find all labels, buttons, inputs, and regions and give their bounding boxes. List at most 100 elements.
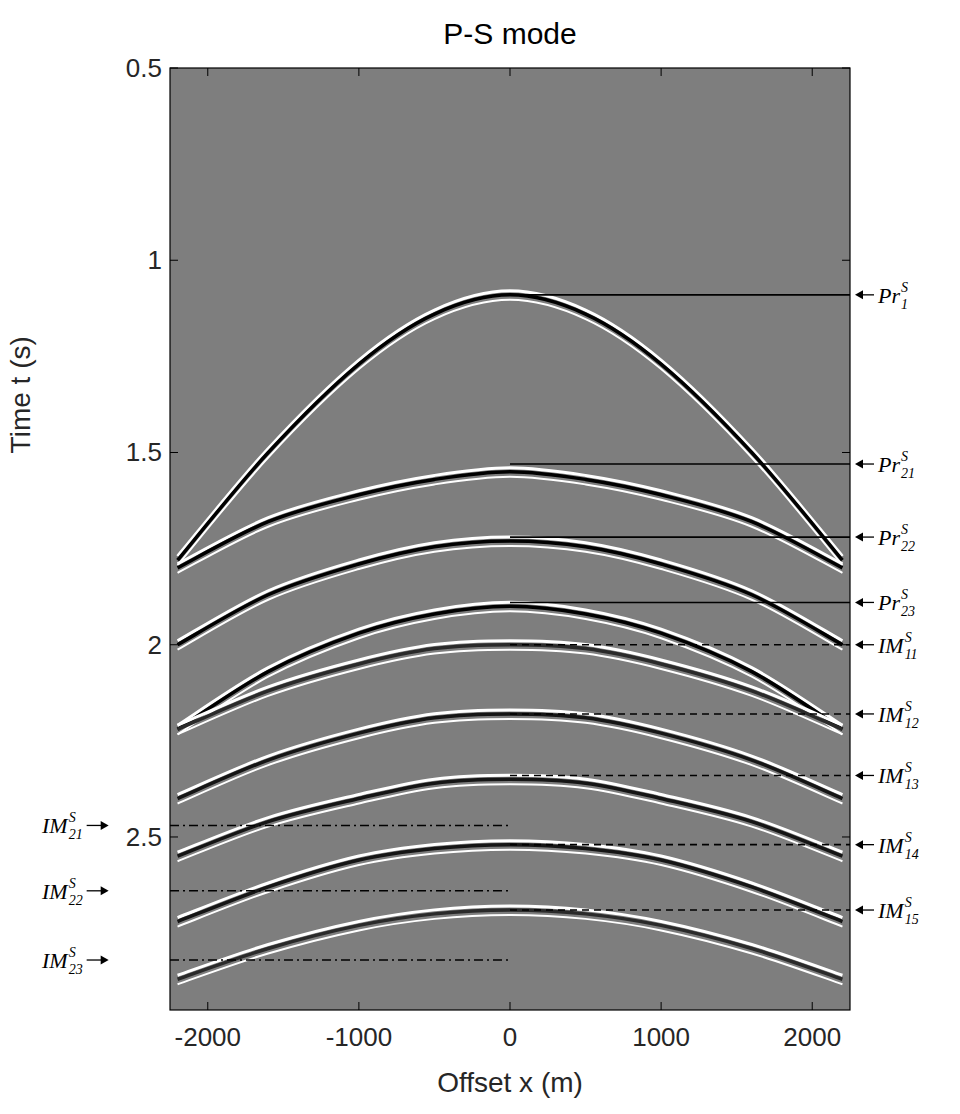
reference-line <box>510 602 850 604</box>
y-tick-label: 2 <box>148 630 162 660</box>
annotation-arrow-head <box>855 533 863 542</box>
chart-title: P-S mode <box>443 17 576 50</box>
annotation-arrow-head <box>855 906 863 915</box>
annotation-label: IM <box>41 879 69 904</box>
reference-line <box>510 536 850 538</box>
annotation-sub: 1 <box>901 297 908 312</box>
annotation-label: Pr <box>877 590 900 615</box>
y-tick <box>170 644 178 645</box>
event-wavelet-lobe <box>178 477 843 573</box>
event-wavelet-lobe <box>178 468 843 564</box>
annotation-label: Pr <box>877 452 900 477</box>
annotation-sup: S <box>901 522 908 537</box>
reference-line <box>170 890 510 892</box>
event <box>178 295 843 560</box>
y-tick <box>170 836 178 837</box>
annotation-sub: 13 <box>905 777 919 792</box>
x-tick-label: -2000 <box>175 1022 242 1052</box>
x-tick <box>510 1002 511 1010</box>
annotation-label: IM <box>877 833 905 858</box>
annotation-arrow-head <box>855 598 863 607</box>
event <box>178 910 843 979</box>
reference-line <box>510 644 850 646</box>
annotation-sup: S <box>905 699 912 714</box>
annotation-sup: S <box>69 945 76 960</box>
event-wavelet-lobe <box>178 611 843 734</box>
y-tick <box>842 644 850 645</box>
annotation-arrow <box>87 959 103 960</box>
annotation-label: IM <box>41 948 69 973</box>
event-wavelet-lobe <box>178 602 843 725</box>
reference-line <box>170 825 510 827</box>
y-tick <box>170 260 178 261</box>
event-wavelet-lobe <box>178 906 843 975</box>
annotation-label: IM <box>877 702 905 727</box>
annotation-sub: 23 <box>901 604 915 619</box>
annotation-label: IM <box>41 813 69 838</box>
annotation-sup: S <box>905 630 912 645</box>
x-axis-title: Offset x (m) <box>437 1067 583 1098</box>
annotation-sup: S <box>905 830 912 845</box>
annotation-sub: 14 <box>905 847 919 862</box>
event <box>178 541 843 645</box>
x-tick <box>358 1002 359 1010</box>
reference-line <box>510 775 850 777</box>
x-tick-label: -1000 <box>326 1022 393 1052</box>
annotation-sup: S <box>905 760 912 775</box>
annotation-arrow-head <box>855 840 863 849</box>
annotation-arrow-head <box>855 290 863 299</box>
annotation-label: Pr <box>877 525 900 550</box>
x-tick <box>207 1002 208 1010</box>
y-tick <box>842 68 850 69</box>
annotation-sub: 22 <box>901 539 915 554</box>
annotation-sup: S <box>905 895 912 910</box>
annotation-arrow-head <box>101 956 109 965</box>
annotation-sub: 11 <box>905 647 918 662</box>
event-wavelet-lobe <box>178 546 843 650</box>
event-wavelet-lobe <box>178 291 843 556</box>
x-tick <box>661 1002 662 1010</box>
annotation-arrow-head <box>101 886 109 895</box>
y-tick <box>842 260 850 261</box>
annotation-sup: S <box>901 587 908 602</box>
event-wavelet-lobe <box>178 915 843 984</box>
y-tick <box>842 836 850 837</box>
plot-background <box>170 68 850 1010</box>
reference-line <box>510 909 850 911</box>
y-tick <box>170 68 178 69</box>
plot-frame <box>170 68 850 1010</box>
annotation-sup: S <box>901 449 908 464</box>
reference-line <box>510 713 850 715</box>
event-wavelet-lobe <box>178 650 843 735</box>
annotation-label: IM <box>877 763 905 788</box>
x-tick <box>207 68 208 76</box>
x-tick <box>510 68 511 76</box>
x-tick-label: 2000 <box>783 1022 841 1052</box>
y-tick-label: 1.5 <box>126 437 162 467</box>
annotation-arrow-head <box>855 460 863 469</box>
x-tick <box>812 1002 813 1010</box>
annotation-sub: 15 <box>905 912 919 927</box>
x-tick <box>812 68 813 76</box>
annotation-sub: 21 <box>901 466 915 481</box>
annotation-label: Pr <box>877 283 900 308</box>
y-axis-title: Time t (s) <box>5 336 36 453</box>
annotation-sup: S <box>69 876 76 891</box>
annotation-sub: 21 <box>69 827 83 842</box>
annotation-arrow-head <box>855 771 863 780</box>
y-tick <box>842 452 850 453</box>
annotation-sup: S <box>901 280 908 295</box>
event <box>178 714 843 799</box>
x-tick-label: 0 <box>503 1022 517 1052</box>
event-wavelet-lobe <box>178 719 843 804</box>
reference-line <box>170 959 510 961</box>
annotation-arrow-head <box>101 821 109 830</box>
events <box>170 291 850 984</box>
y-tick-label: 1 <box>148 245 162 275</box>
annotation-arrow <box>87 825 103 826</box>
annotation-label: IM <box>877 898 905 923</box>
chart: -2000-10000100020000.511.522.5P-S modeOf… <box>0 0 960 1114</box>
annotation-sup: S <box>69 810 76 825</box>
event-wavelet-lobe <box>178 537 843 641</box>
reference-line <box>510 844 850 846</box>
